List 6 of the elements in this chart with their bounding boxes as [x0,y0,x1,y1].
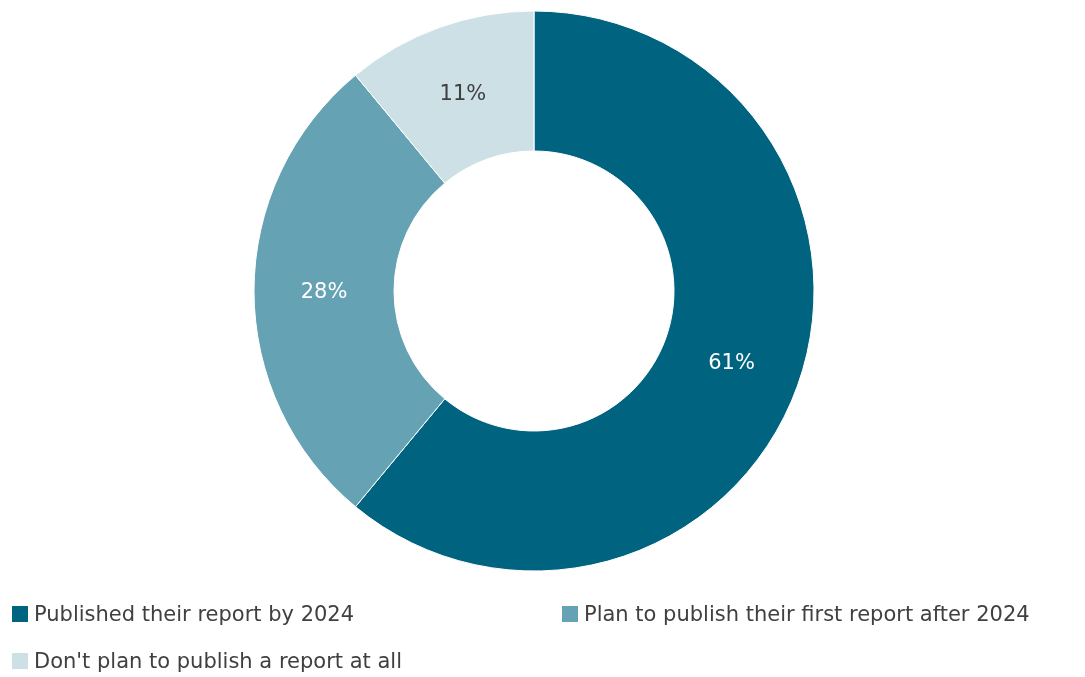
legend-label: Don't plan to publish a report at all [34,649,403,673]
data-label: 61% [708,350,755,375]
legend-label: Plan to publish their first report after 2024 [584,602,1030,626]
legend-label: Published their report by 2024 [34,602,355,626]
data-label: 11% [439,81,487,106]
data-label: 28% [300,279,348,303]
